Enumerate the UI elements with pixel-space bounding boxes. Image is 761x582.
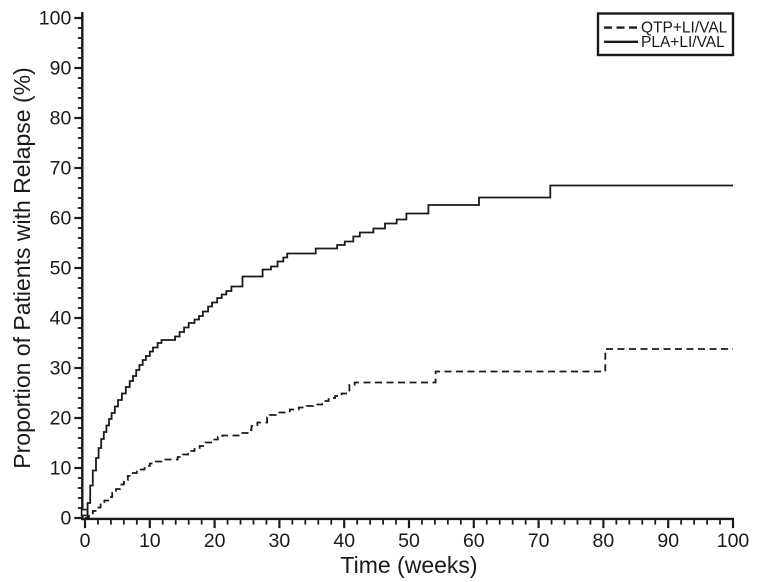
x-tick-label: 60 bbox=[463, 530, 485, 552]
y-tick-label: 80 bbox=[50, 108, 72, 130]
y-tick-label: 50 bbox=[50, 258, 72, 280]
legend-label-qtp: QTP+LI/VAL bbox=[641, 20, 728, 37]
series-curves bbox=[85, 184, 733, 519]
x-tick-label: 20 bbox=[204, 530, 226, 552]
y-tick-label: 60 bbox=[50, 208, 72, 230]
x-tick-label: 70 bbox=[528, 530, 550, 552]
x-tick-label: 80 bbox=[593, 530, 615, 552]
x-tick-label: 50 bbox=[398, 530, 420, 552]
y-axis-title: Proportion of Patients with Relapse (%) bbox=[9, 67, 35, 468]
series-curve-qtp-li-val bbox=[85, 348, 733, 519]
y-tick-label: 90 bbox=[50, 58, 72, 80]
origin-open-square-marker bbox=[80, 508, 89, 517]
y-tick-label: 0 bbox=[60, 508, 71, 530]
y-tick-label: 30 bbox=[50, 358, 72, 380]
y-tick-label: 40 bbox=[50, 308, 72, 330]
legend-label-pla: PLA+LI/VAL bbox=[641, 34, 725, 51]
y-tick-label: 20 bbox=[50, 408, 72, 430]
legend: QTP+LI/VAL PLA+LI/VAL bbox=[596, 12, 735, 57]
x-tick-label: 10 bbox=[139, 530, 161, 552]
legend-box bbox=[596, 12, 735, 57]
x-tick-label: 0 bbox=[80, 530, 91, 552]
x-tick-label: 90 bbox=[657, 530, 679, 552]
x-tick-label: 100 bbox=[717, 530, 750, 552]
x-axis-title: Time (weeks) bbox=[340, 552, 477, 578]
axes: 0 10 20 30 40 50 60 70 80 90 100 0 10 20 30 40 50 60 70 80 9… bbox=[39, 8, 750, 552]
series-curve-pla-li-val bbox=[85, 184, 733, 519]
y-tick-label: 70 bbox=[50, 158, 72, 180]
y-tick-label: 10 bbox=[50, 458, 72, 480]
x-tick-label: 40 bbox=[333, 530, 355, 552]
y-tick-label: 100 bbox=[39, 8, 72, 30]
x-tick-label: 30 bbox=[269, 530, 291, 552]
